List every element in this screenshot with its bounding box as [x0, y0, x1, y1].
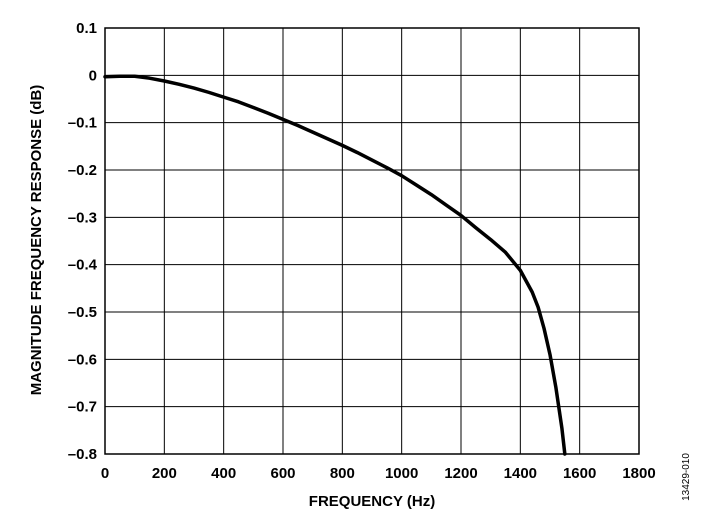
y-tick-label: –0.5 — [68, 304, 97, 321]
y-tick-label: –0.3 — [68, 209, 97, 226]
series-line — [103, 74, 567, 456]
x-tick-label: 800 — [330, 465, 355, 482]
x-tick-label: 200 — [152, 465, 177, 482]
x-tick-label: 1400 — [504, 465, 537, 482]
x-tick-label: 1600 — [563, 465, 596, 482]
y-tick-label: –0.1 — [68, 115, 97, 132]
x-tick-label: 1800 — [622, 465, 655, 482]
y-tick-label: –0.2 — [68, 162, 97, 179]
plot-frame — [104, 27, 640, 455]
y-tick-label: –0.8 — [68, 446, 97, 463]
y-axis-ticks: 0.1 0 –0.1 –0.2 –0.3 –0.4 –0.5 –0.6 –0.7 –0.8 — [68, 20, 98, 463]
y-tick-label: –0.4 — [68, 257, 98, 274]
x-axis-title: FREQUENCY (Hz) — [309, 493, 435, 510]
x-axis-ticks: 0 200 400 600 800 1000 1200 1400 1600 1800 — [101, 465, 656, 482]
y-tick-label: –0.6 — [68, 351, 97, 368]
y-tick-label: –0.7 — [68, 399, 97, 416]
x-tick-label: 1200 — [444, 465, 477, 482]
y-tick-label: 0.1 — [76, 20, 97, 37]
x-tick-label: 600 — [270, 465, 295, 482]
y-tick-label: 0 — [89, 67, 97, 84]
x-tick-label: 400 — [211, 465, 236, 482]
x-tick-label: 1000 — [385, 465, 418, 482]
y-axis-title: MAGNITUDE FREQUENCY RESPONSE (dB) — [28, 85, 45, 396]
grid — [104, 27, 640, 455]
x-tick-label: 0 — [101, 465, 109, 482]
figure-id-label: 13429-010 — [681, 453, 692, 501]
